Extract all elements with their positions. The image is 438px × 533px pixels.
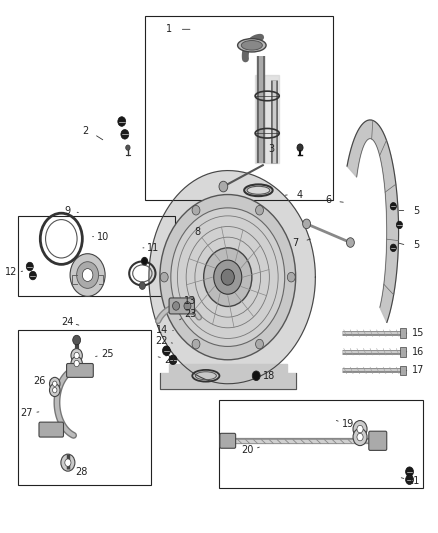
Circle shape xyxy=(65,459,71,466)
Text: 18: 18 xyxy=(263,371,276,381)
Polygon shape xyxy=(255,75,279,163)
Text: 28: 28 xyxy=(75,467,87,477)
Circle shape xyxy=(71,357,82,370)
Circle shape xyxy=(29,271,36,280)
Circle shape xyxy=(406,475,413,484)
Circle shape xyxy=(162,346,170,356)
Circle shape xyxy=(49,377,60,390)
Text: 3: 3 xyxy=(268,144,275,154)
Circle shape xyxy=(214,260,242,294)
Text: 10: 10 xyxy=(97,232,109,241)
Bar xyxy=(219,400,423,488)
Text: 7: 7 xyxy=(293,238,299,247)
Text: 20: 20 xyxy=(241,446,254,455)
Text: 23: 23 xyxy=(184,310,197,319)
Circle shape xyxy=(53,381,57,386)
Circle shape xyxy=(219,181,228,192)
Circle shape xyxy=(303,219,311,229)
Ellipse shape xyxy=(237,39,266,52)
Circle shape xyxy=(171,208,285,346)
Text: 6: 6 xyxy=(325,195,332,205)
Circle shape xyxy=(160,272,168,282)
Text: 5: 5 xyxy=(413,206,419,215)
Circle shape xyxy=(390,244,396,252)
Circle shape xyxy=(71,349,82,362)
Text: 21: 21 xyxy=(165,355,177,365)
Circle shape xyxy=(297,144,303,151)
Text: 25: 25 xyxy=(101,350,113,359)
FancyBboxPatch shape xyxy=(220,433,236,448)
Text: 8: 8 xyxy=(194,227,200,237)
Circle shape xyxy=(406,467,413,477)
Circle shape xyxy=(346,238,354,247)
Circle shape xyxy=(252,371,260,381)
Bar xyxy=(145,16,333,200)
Circle shape xyxy=(192,205,200,215)
Text: 16: 16 xyxy=(412,347,424,357)
Text: 22: 22 xyxy=(155,336,167,346)
Text: 17: 17 xyxy=(412,366,424,375)
Circle shape xyxy=(126,145,130,150)
Text: 21: 21 xyxy=(408,476,420,486)
Circle shape xyxy=(141,257,148,265)
Circle shape xyxy=(118,117,126,126)
Bar xyxy=(400,366,406,375)
Circle shape xyxy=(192,340,200,349)
Text: 11: 11 xyxy=(147,243,159,253)
Circle shape xyxy=(73,335,81,345)
Circle shape xyxy=(184,302,191,310)
Circle shape xyxy=(74,360,79,367)
FancyBboxPatch shape xyxy=(67,364,93,377)
Text: 26: 26 xyxy=(33,376,46,386)
Bar xyxy=(400,328,406,338)
Circle shape xyxy=(121,130,129,139)
Circle shape xyxy=(255,205,263,215)
FancyBboxPatch shape xyxy=(39,422,64,437)
Circle shape xyxy=(169,355,177,365)
Bar xyxy=(18,216,175,296)
FancyBboxPatch shape xyxy=(169,298,194,314)
Text: 19: 19 xyxy=(342,419,354,429)
Circle shape xyxy=(390,203,396,210)
Polygon shape xyxy=(160,364,296,389)
Circle shape xyxy=(204,248,252,306)
Circle shape xyxy=(357,433,363,441)
Circle shape xyxy=(353,429,367,446)
Circle shape xyxy=(61,454,75,471)
Bar xyxy=(400,347,406,357)
Circle shape xyxy=(353,421,367,438)
Circle shape xyxy=(287,272,295,282)
Text: 14: 14 xyxy=(156,326,168,335)
Polygon shape xyxy=(347,120,399,322)
Circle shape xyxy=(70,254,105,296)
FancyBboxPatch shape xyxy=(369,431,387,450)
Circle shape xyxy=(139,282,145,289)
Text: 5: 5 xyxy=(413,240,419,250)
Text: 1: 1 xyxy=(166,25,172,34)
Circle shape xyxy=(221,269,234,285)
Circle shape xyxy=(77,262,99,288)
Circle shape xyxy=(396,221,403,229)
Circle shape xyxy=(26,262,33,271)
Circle shape xyxy=(82,269,93,281)
Text: 15: 15 xyxy=(412,328,424,338)
Circle shape xyxy=(74,352,79,359)
Polygon shape xyxy=(149,171,315,384)
Circle shape xyxy=(357,425,363,433)
Text: 2: 2 xyxy=(82,126,88,135)
Circle shape xyxy=(173,302,180,310)
Text: 9: 9 xyxy=(65,206,71,215)
Circle shape xyxy=(160,195,296,360)
Text: 12: 12 xyxy=(5,267,17,277)
Ellipse shape xyxy=(241,41,262,50)
Text: 27: 27 xyxy=(20,408,32,418)
Circle shape xyxy=(53,387,57,393)
Bar xyxy=(18,330,151,485)
Circle shape xyxy=(255,340,263,349)
Text: 13: 13 xyxy=(184,296,197,306)
Circle shape xyxy=(49,384,60,397)
Text: 4: 4 xyxy=(297,190,303,199)
Text: 24: 24 xyxy=(62,318,74,327)
